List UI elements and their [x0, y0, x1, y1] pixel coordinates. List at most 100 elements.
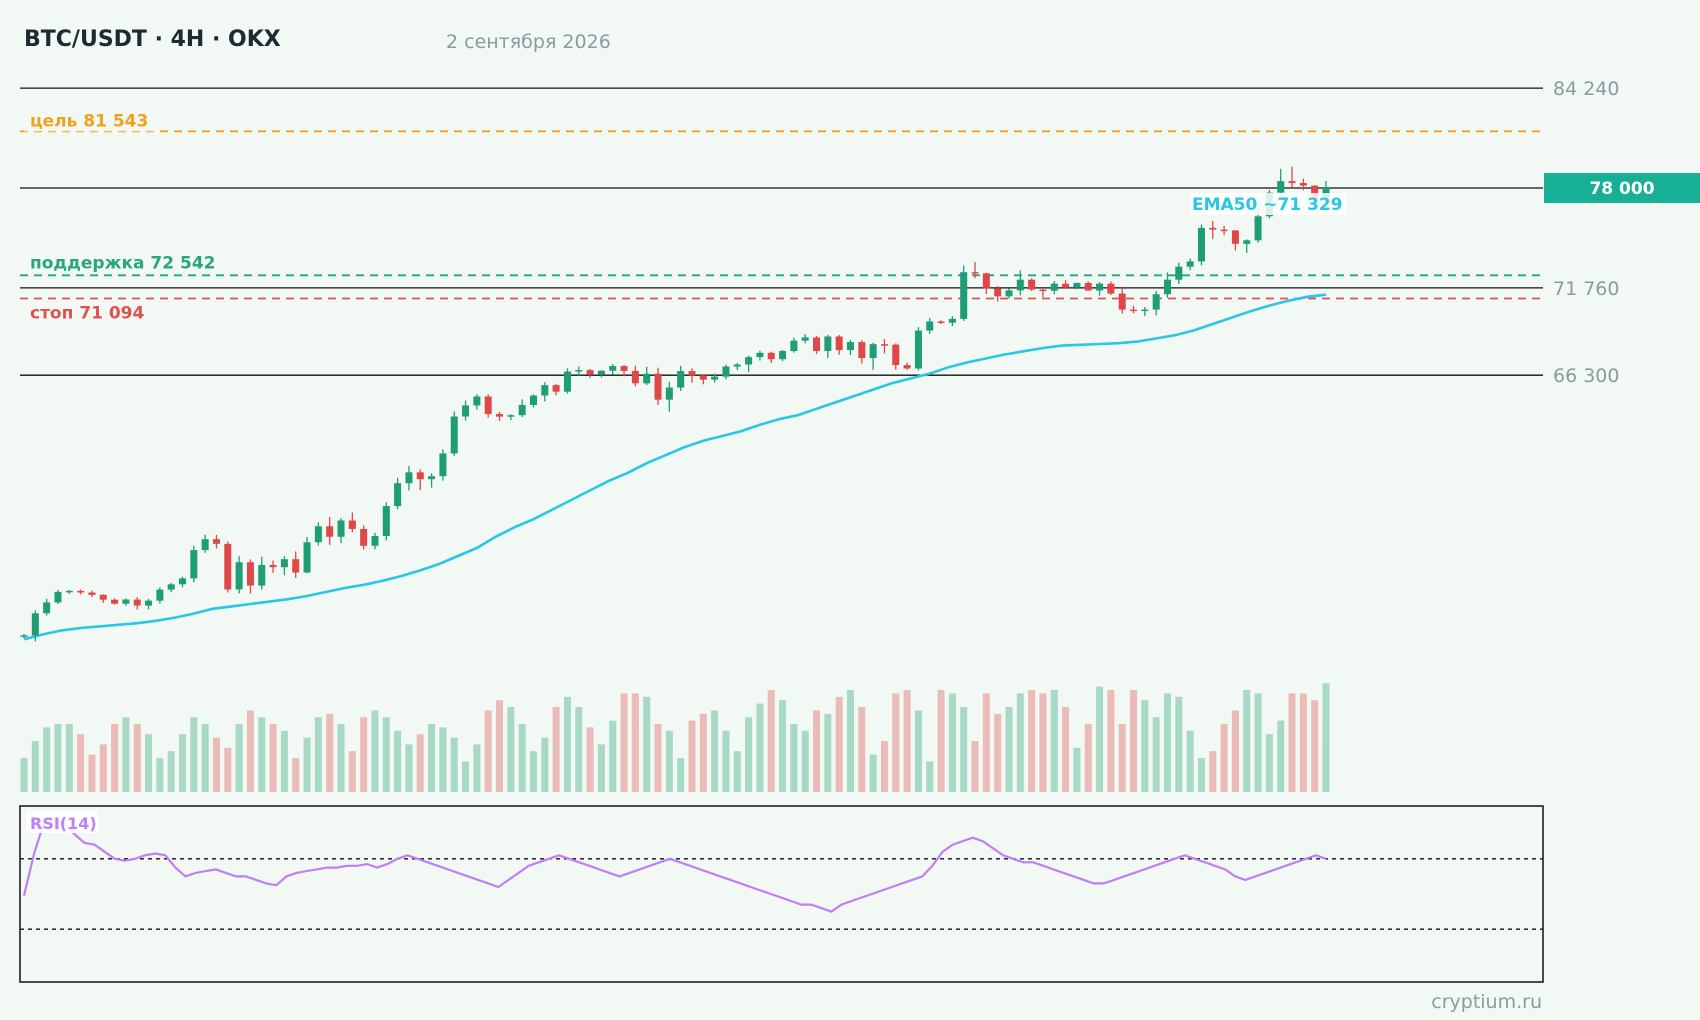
- candle: [767, 351, 775, 364]
- candle-body: [1277, 181, 1285, 193]
- volume-bar: [518, 724, 526, 792]
- candle: [280, 556, 288, 576]
- stop-label: стоп 71 094: [30, 303, 145, 323]
- volume-bar: [77, 734, 85, 792]
- candle: [869, 342, 877, 370]
- candle-body: [575, 370, 583, 372]
- volume-bar: [926, 761, 934, 792]
- candle-body: [994, 288, 1002, 297]
- volume-bar: [246, 710, 254, 792]
- candle-body: [20, 635, 28, 637]
- candle: [473, 394, 481, 410]
- candle: [122, 598, 130, 606]
- candle-body: [609, 366, 617, 371]
- volume-bar: [1220, 724, 1228, 792]
- candle: [292, 551, 300, 579]
- candle: [31, 610, 39, 642]
- volume-bar: [858, 707, 866, 792]
- candle: [541, 382, 549, 402]
- volume-bar: [450, 737, 458, 792]
- volume-bar: [1254, 693, 1262, 792]
- candle: [99, 594, 107, 603]
- candle: [360, 525, 368, 550]
- candle-body: [99, 594, 107, 600]
- stop-label-bg: [24, 302, 153, 324]
- volume-bar: [235, 724, 243, 792]
- volume-bar: [1062, 707, 1070, 792]
- candle-body: [1062, 283, 1070, 288]
- candle: [620, 364, 628, 377]
- candle-body: [439, 453, 447, 477]
- candle: [246, 559, 254, 594]
- current-price-label: 78 000: [1589, 179, 1654, 199]
- volume-bar: [292, 758, 300, 792]
- candle-body: [235, 562, 243, 590]
- candle: [677, 365, 685, 391]
- candle: [1163, 272, 1172, 298]
- candle: [303, 536, 311, 574]
- candle: [1039, 288, 1047, 298]
- volume-bar: [1073, 747, 1081, 792]
- candle: [1220, 225, 1228, 236]
- candle-body: [1130, 309, 1138, 312]
- candle: [1141, 307, 1149, 317]
- candle-body: [937, 321, 945, 323]
- candle: [711, 373, 719, 383]
- candle-body: [405, 472, 413, 484]
- candle: [1096, 282, 1104, 296]
- candle: [314, 522, 322, 546]
- volume-bar: [903, 690, 911, 792]
- candle-body: [971, 272, 979, 274]
- volume-bar: [869, 754, 877, 792]
- candle-body: [790, 340, 798, 352]
- volume-bar: [1050, 690, 1058, 792]
- candle: [484, 394, 492, 418]
- volume-bar: [552, 707, 560, 792]
- candle: [1231, 230, 1239, 251]
- volume-bar: [699, 713, 707, 792]
- volume-bar: [303, 737, 311, 792]
- candle: [858, 340, 866, 364]
- volume-bar: [688, 720, 696, 792]
- volume-bar: [1130, 690, 1138, 792]
- volume-bar: [1265, 734, 1273, 792]
- candle: [801, 334, 809, 344]
- volume-bar: [280, 730, 288, 792]
- volume-bar: [496, 700, 504, 792]
- volume-bar: [167, 751, 175, 792]
- candle: [1209, 220, 1217, 240]
- candle-body: [77, 590, 85, 593]
- chart-date: 2 сентября 2026: [446, 31, 611, 53]
- candle: [1050, 280, 1058, 295]
- volume-bar: [31, 741, 39, 792]
- volume-bar: [880, 741, 888, 792]
- candle: [428, 473, 436, 488]
- candle: [1062, 280, 1070, 289]
- candle-body: [507, 415, 515, 417]
- volume-bar: [428, 724, 436, 792]
- volume-bar: [201, 724, 209, 792]
- volume-bar: [394, 730, 402, 792]
- volume-bar: [575, 707, 583, 792]
- volume-bar: [1322, 683, 1330, 792]
- candle: [258, 556, 266, 590]
- candle: [496, 411, 504, 421]
- volume-bar: [1016, 693, 1024, 792]
- candle-body: [643, 373, 651, 384]
- candle-body: [1243, 240, 1251, 244]
- price-tick-label: 71 760: [1553, 278, 1619, 300]
- candle: [994, 285, 1002, 302]
- volume-bar: [212, 737, 220, 792]
- candle-body: [201, 539, 209, 551]
- volume-bar: [779, 700, 787, 792]
- volume-bar: [745, 717, 753, 792]
- volume-bar: [824, 713, 832, 792]
- candle-body: [631, 370, 639, 384]
- candle-body: [190, 550, 198, 579]
- volume-bar: [1186, 730, 1194, 792]
- volume-bar: [1096, 686, 1104, 792]
- volume-bar: [190, 717, 198, 792]
- volume-bar: [1152, 717, 1160, 792]
- candle-body: [529, 395, 537, 405]
